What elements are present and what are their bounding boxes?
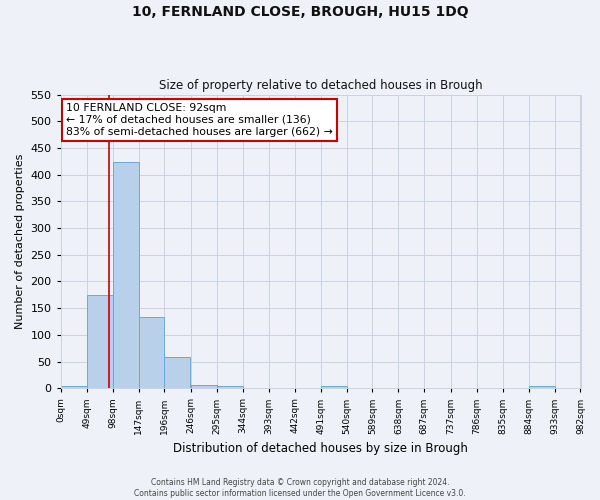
Bar — [191, 384, 217, 388]
Bar — [529, 386, 554, 388]
Text: 10 FERNLAND CLOSE: 92sqm
← 17% of detached houses are smaller (136)
83% of semi-: 10 FERNLAND CLOSE: 92sqm ← 17% of detach… — [66, 104, 332, 136]
Text: Contains HM Land Registry data © Crown copyright and database right 2024.
Contai: Contains HM Land Registry data © Crown c… — [134, 478, 466, 498]
Y-axis label: Number of detached properties: Number of detached properties — [15, 154, 25, 329]
Bar — [139, 316, 164, 388]
Bar — [320, 386, 347, 388]
Text: 10, FERNLAND CLOSE, BROUGH, HU15 1DQ: 10, FERNLAND CLOSE, BROUGH, HU15 1DQ — [131, 5, 469, 19]
Title: Size of property relative to detached houses in Brough: Size of property relative to detached ho… — [159, 79, 482, 92]
Bar — [164, 358, 190, 388]
Bar — [113, 162, 139, 388]
X-axis label: Distribution of detached houses by size in Brough: Distribution of detached houses by size … — [173, 442, 468, 455]
Bar — [217, 386, 243, 388]
Bar — [86, 296, 113, 388]
Bar — [61, 386, 86, 388]
